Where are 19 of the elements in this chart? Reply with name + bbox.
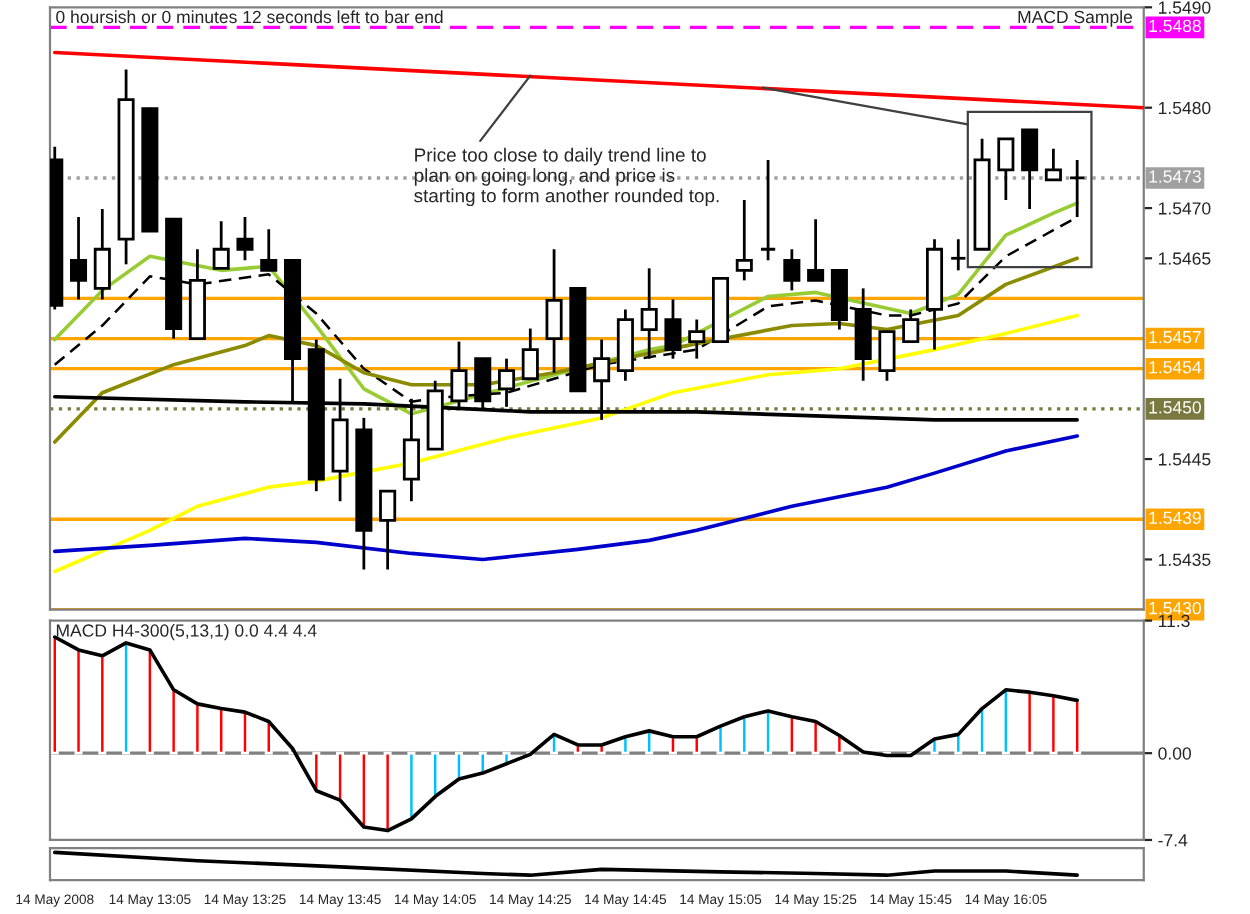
annotation: Price too close to daily trend line to plan on going long, and price is starting to form another rounded top. [414, 147, 719, 207]
y-tick-label: 1.5465 [1158, 252, 1211, 265]
ref-line-label: 1.5488 [1149, 19, 1201, 33]
y-tick-label: 1.5480 [1158, 101, 1211, 115]
y-tick-label: 1.5490 [1158, 1, 1211, 14]
y-tick-label: 1.5435 [1158, 553, 1211, 566]
ref-line-label: 1.5457 [1149, 331, 1201, 344]
ref-line-label: 1.5473 [1149, 170, 1201, 183]
ref-line-label: 1.5430 [1149, 601, 1201, 615]
y-tick-label: 1.5470 [1158, 202, 1211, 215]
annotation: MACD Sample [1018, 10, 1133, 27]
ref-line-label: 1.5439 [1149, 511, 1201, 524]
y-tick-label: -7.4 [1158, 834, 1188, 847]
chart-title: MACD H4-300(5,13,1) 0.0 4.4 4.4 [56, 623, 317, 641]
ref-line-label: 1.5454 [1149, 361, 1202, 374]
ref-line-label: 1.5450 [1149, 401, 1201, 414]
annotation: 0 hoursish or 0 minutes 12 seconds left to bar end [56, 10, 443, 24]
y-tick-label: 0.00 [1158, 747, 1192, 760]
y-tick-label: 1.5445 [1158, 453, 1211, 466]
